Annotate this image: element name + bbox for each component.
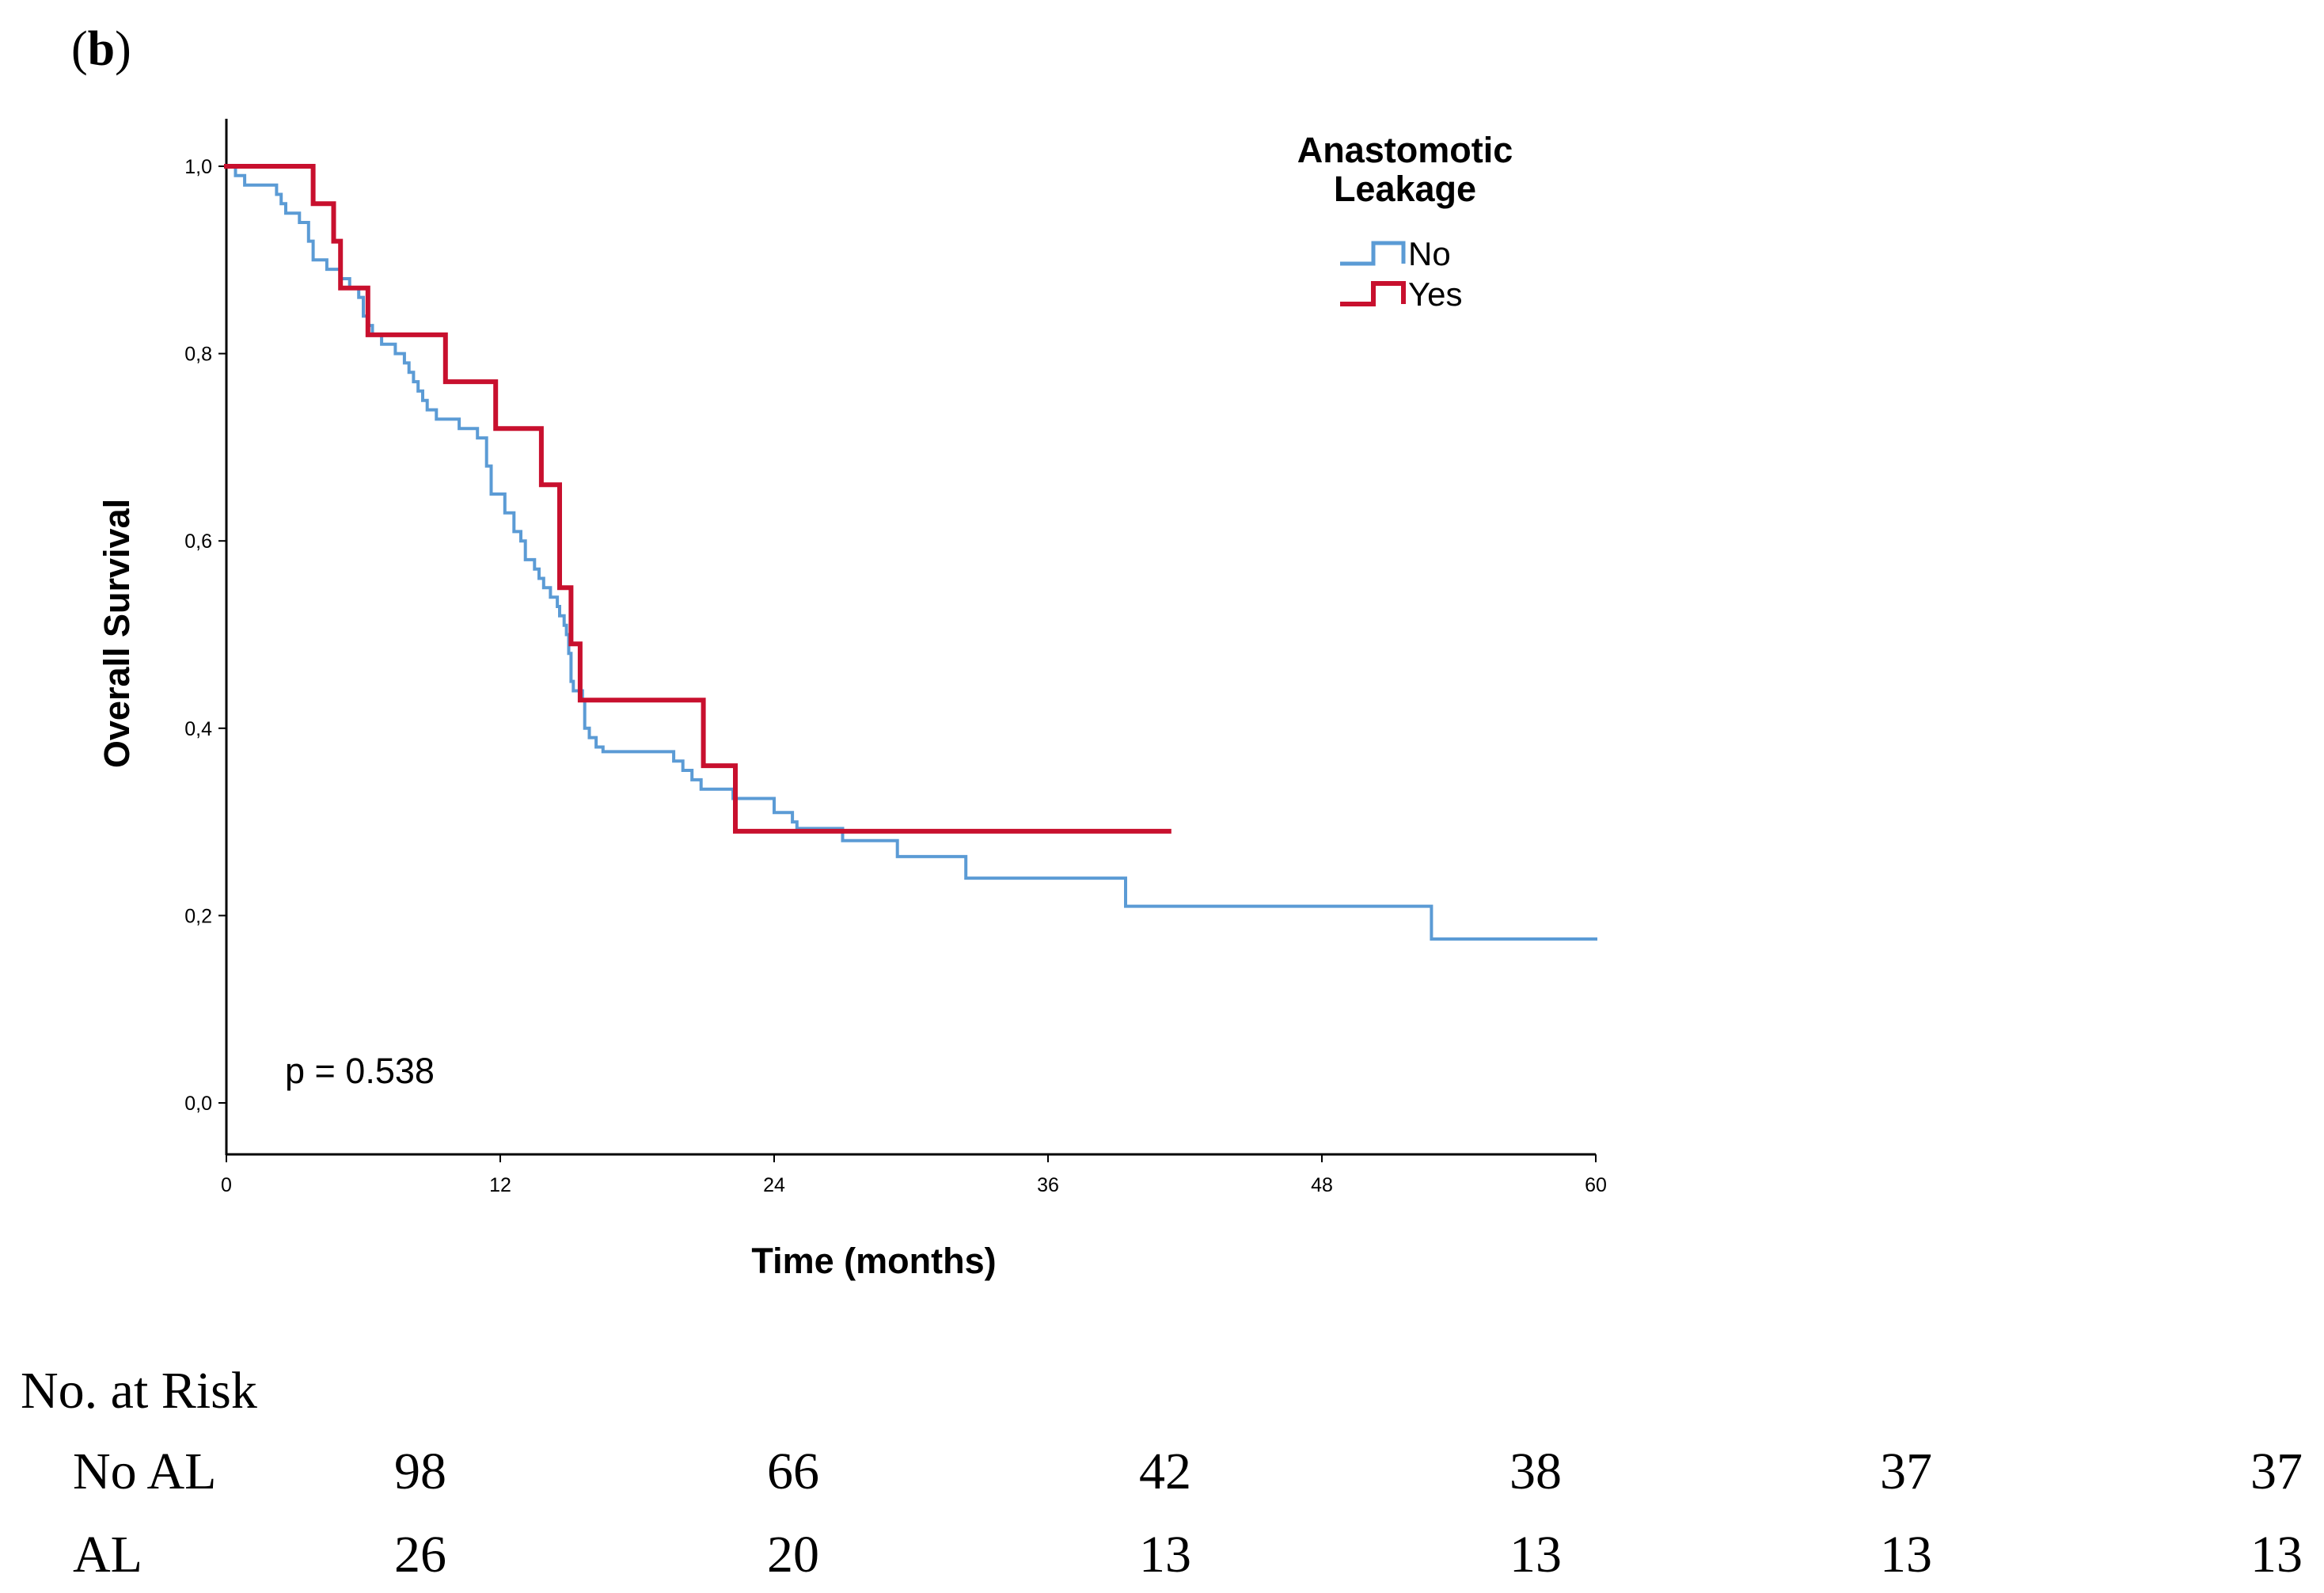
risk-cell: 26 xyxy=(394,1526,446,1583)
legend: Anastomotic Leakage No Yes xyxy=(1297,130,1513,313)
y-ticks: 0,0 0,2 0,4 0,6 0,8 1,0 xyxy=(184,156,226,1115)
risk-table-title: No. at Risk xyxy=(21,1362,257,1420)
risk-row-label: No AL xyxy=(73,1443,217,1500)
risk-cell: 37 xyxy=(1880,1443,1932,1500)
legend-label-yes: Yes xyxy=(1408,276,1463,313)
x-tick-label: 0 xyxy=(221,1174,232,1196)
y-tick-label: 1,0 xyxy=(184,156,212,178)
x-tick-label: 36 xyxy=(1037,1174,1059,1196)
panel-label-open: ( xyxy=(71,22,88,76)
y-tick-label: 0,6 xyxy=(184,530,212,553)
p-value-annotation: p = 0.538 xyxy=(285,1051,435,1091)
risk-cell: 13 xyxy=(1139,1526,1191,1583)
survival-curve-yes xyxy=(224,164,1171,834)
risk-cell: 38 xyxy=(1509,1443,1562,1500)
risk-cell: 66 xyxy=(767,1443,819,1500)
x-axis-title: Time (months) xyxy=(751,1241,996,1281)
risk-cell: 42 xyxy=(1139,1443,1191,1500)
legend-swatch-yes xyxy=(1340,281,1406,306)
panel-label-letter: b xyxy=(88,22,115,76)
x-tick-label: 12 xyxy=(489,1174,511,1196)
risk-cell: 98 xyxy=(394,1443,446,1500)
risk-cell: 13 xyxy=(1880,1526,1932,1583)
survival-curve-no xyxy=(225,165,1597,941)
risk-table-rows: No AL 98 66 42 38 37 37 AL 26 20 13 13 13 13 xyxy=(73,1443,2303,1583)
y-axis-title: Overall Survival xyxy=(97,499,137,768)
risk-cell: 13 xyxy=(2250,1526,2303,1583)
risk-cell: 20 xyxy=(767,1526,819,1583)
x-tick-label: 24 xyxy=(763,1174,785,1196)
y-tick-label: 0,2 xyxy=(184,905,212,927)
panel-label: (b) xyxy=(71,22,131,76)
risk-row-label: AL xyxy=(73,1526,142,1583)
x-ticks: 0 12 24 36 48 60 xyxy=(221,1154,1607,1196)
risk-table: No. at Risk No AL 98 66 42 38 37 37 AL 26 20 13 13 1… xyxy=(21,1362,2303,1583)
y-tick-label: 0,0 xyxy=(184,1093,212,1115)
plot-area: 0,0 0,2 0,4 0,6 0,8 1,0 0 12 24 36 48 60 xyxy=(184,119,1607,1196)
risk-cell: 13 xyxy=(1509,1526,1562,1583)
legend-label-no: No xyxy=(1408,235,1451,272)
legend-title-line1: Anastomotic xyxy=(1297,130,1513,170)
x-tick-label: 60 xyxy=(1585,1174,1607,1196)
panel-label-close: ) xyxy=(115,22,131,76)
survival-curves xyxy=(224,164,1597,941)
risk-cell: 37 xyxy=(2250,1443,2303,1500)
legend-swatch-no xyxy=(1340,241,1406,266)
legend-title-line2: Leakage xyxy=(1334,169,1476,209)
y-tick-label: 0,8 xyxy=(184,344,212,366)
y-tick-label: 0,4 xyxy=(184,718,212,740)
x-tick-label: 48 xyxy=(1311,1174,1333,1196)
